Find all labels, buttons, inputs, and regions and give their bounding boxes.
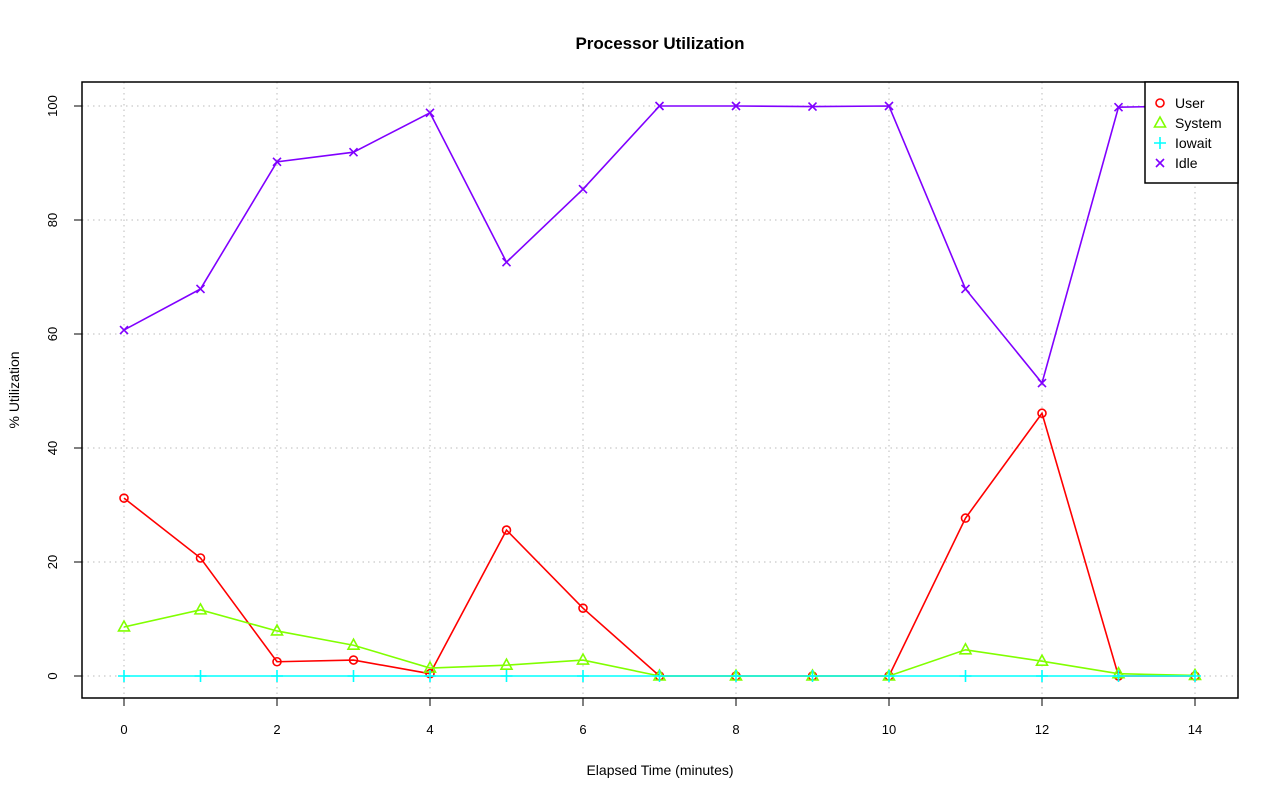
data-point <box>883 670 895 682</box>
data-point <box>119 493 129 503</box>
series-line <box>123 105 1196 385</box>
y-tick-label: 20 <box>45 555 60 569</box>
legend-marker <box>1154 137 1166 149</box>
data-point <box>653 670 666 682</box>
x-tick-label: 10 <box>882 722 896 737</box>
data-point <box>654 101 665 111</box>
data-point <box>270 623 284 636</box>
series-iowait <box>118 670 1201 682</box>
legend-marker <box>1153 115 1167 128</box>
data-point <box>577 670 589 682</box>
series-group <box>117 101 1202 682</box>
data-point <box>194 670 207 682</box>
x-tick-label: 0 <box>120 722 127 737</box>
data-point <box>424 670 436 682</box>
legend-label: System <box>1175 115 1222 131</box>
data-point <box>425 108 435 118</box>
data-point <box>960 284 971 294</box>
data-point <box>271 670 283 682</box>
data-point <box>118 670 130 682</box>
data-point <box>499 657 514 670</box>
x-tick-label: 6 <box>579 722 586 737</box>
data-point <box>347 670 360 682</box>
series-idle <box>119 101 1200 388</box>
data-point <box>195 284 206 294</box>
x-tick-label: 2 <box>273 722 280 737</box>
axes: 0 2 4 6 8 10 12 14 0 20 40 60 80 100 <box>45 95 1202 737</box>
data-point <box>1037 378 1047 388</box>
series-user <box>119 408 1200 681</box>
legend-item: System <box>1153 115 1222 131</box>
y-tick-label: 40 <box>45 441 60 455</box>
data-point <box>806 670 819 682</box>
legend: User System Iowait Idle <box>1144 81 1239 184</box>
data-point <box>119 325 129 335</box>
data-point <box>731 101 741 111</box>
data-point <box>348 147 359 157</box>
legend-item: Iowait <box>1154 135 1212 151</box>
chart-title: Processor Utilization <box>575 34 744 53</box>
data-point <box>807 102 818 112</box>
data-point <box>958 642 973 655</box>
data-point <box>1036 670 1048 682</box>
grid <box>82 82 1238 698</box>
y-tick-label: 60 <box>45 327 60 341</box>
x-tick-label: 14 <box>1188 722 1202 737</box>
data-point <box>501 257 512 267</box>
data-point <box>272 157 282 167</box>
legend-item: Idle <box>1155 155 1198 171</box>
data-point <box>272 656 282 667</box>
data-point <box>1037 408 1047 419</box>
data-point <box>348 655 359 665</box>
data-point <box>500 670 513 682</box>
data-point <box>193 602 208 615</box>
y-tick-label: 80 <box>45 213 60 227</box>
x-tick-label: 12 <box>1035 722 1049 737</box>
data-point <box>1113 102 1124 112</box>
legend-marker <box>1155 158 1165 168</box>
data-point <box>1035 653 1049 666</box>
legend-label: Iowait <box>1175 135 1212 151</box>
x-tick-label: 8 <box>732 722 739 737</box>
data-point <box>346 637 361 651</box>
legend-label: Idle <box>1175 155 1198 171</box>
legend-label: User <box>1175 95 1205 111</box>
data-point <box>576 652 590 665</box>
series-system <box>117 602 1202 681</box>
data-point <box>501 525 512 535</box>
legend-marker <box>1155 98 1165 108</box>
data-point <box>960 513 971 523</box>
data-point <box>730 670 742 682</box>
y-tick-label: 0 <box>45 672 60 679</box>
y-tick-label: 100 <box>45 95 60 117</box>
series-line <box>123 609 1196 677</box>
plot-frame <box>81 81 1239 699</box>
x-tick-label: 4 <box>426 722 433 737</box>
series-line <box>123 411 1195 677</box>
legend-item: User <box>1155 95 1205 111</box>
data-point <box>578 603 588 613</box>
data-point <box>195 553 206 563</box>
x-axis-label: Elapsed Time (minutes) <box>586 762 733 778</box>
y-axis-label: % Utilization <box>6 351 22 428</box>
data-point <box>959 670 972 682</box>
data-point <box>1112 670 1125 682</box>
data-point <box>578 184 588 194</box>
data-point <box>1189 670 1201 682</box>
data-point <box>884 101 894 111</box>
data-point <box>117 619 131 632</box>
